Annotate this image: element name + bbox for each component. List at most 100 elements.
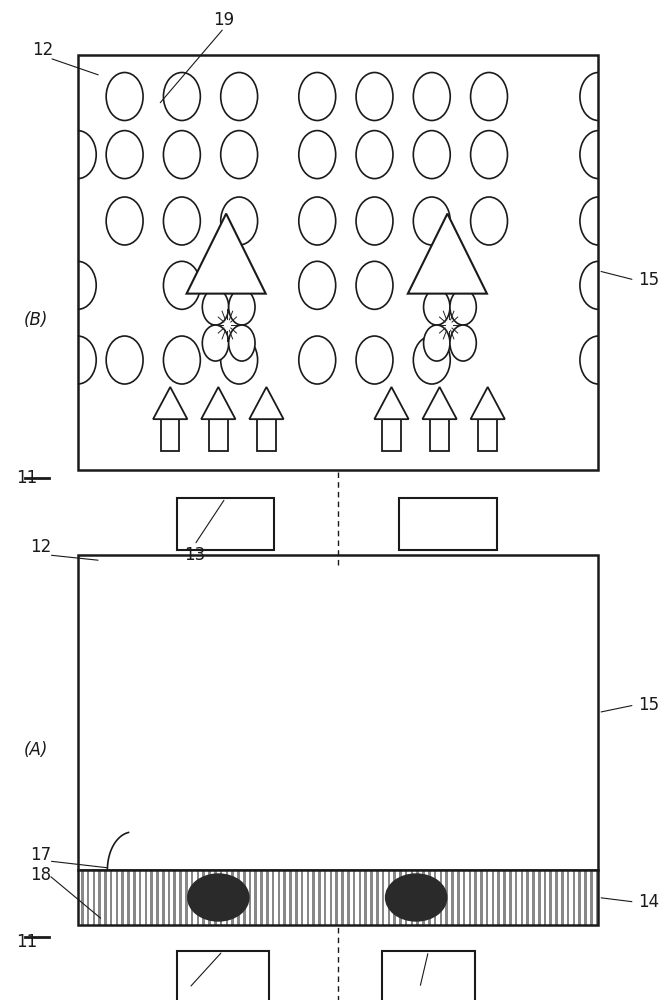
- Ellipse shape: [221, 336, 258, 384]
- Ellipse shape: [424, 325, 450, 361]
- Polygon shape: [186, 214, 266, 294]
- Ellipse shape: [471, 197, 507, 245]
- Bar: [459, 870, 463, 925]
- Ellipse shape: [413, 197, 450, 245]
- Polygon shape: [201, 387, 235, 419]
- Bar: [78, 55, 598, 470]
- Bar: [396, 870, 399, 925]
- Ellipse shape: [299, 131, 335, 179]
- Polygon shape: [422, 387, 457, 419]
- Bar: [373, 870, 376, 925]
- Ellipse shape: [356, 197, 393, 245]
- Bar: [575, 870, 579, 925]
- Bar: [436, 870, 440, 925]
- Bar: [350, 870, 353, 925]
- Bar: [188, 870, 191, 925]
- Bar: [534, 870, 538, 925]
- Bar: [558, 870, 561, 925]
- Ellipse shape: [299, 261, 335, 309]
- Bar: [280, 870, 283, 925]
- Bar: [177, 951, 269, 1000]
- Ellipse shape: [450, 325, 476, 361]
- Bar: [425, 870, 428, 925]
- Bar: [78, 555, 598, 870]
- Bar: [269, 870, 272, 925]
- Bar: [309, 870, 312, 925]
- Bar: [540, 870, 544, 925]
- Ellipse shape: [163, 197, 200, 245]
- Bar: [399, 498, 497, 550]
- Ellipse shape: [106, 73, 143, 120]
- Ellipse shape: [187, 873, 250, 922]
- Ellipse shape: [471, 73, 507, 120]
- Bar: [142, 870, 144, 925]
- Ellipse shape: [163, 336, 200, 384]
- Ellipse shape: [356, 261, 393, 309]
- Ellipse shape: [221, 197, 258, 245]
- Bar: [546, 870, 550, 925]
- Bar: [124, 870, 127, 925]
- Polygon shape: [374, 387, 409, 419]
- Polygon shape: [249, 387, 283, 419]
- Polygon shape: [153, 387, 187, 419]
- Ellipse shape: [221, 131, 258, 179]
- Ellipse shape: [229, 289, 255, 325]
- Ellipse shape: [299, 197, 335, 245]
- Bar: [355, 870, 358, 925]
- Ellipse shape: [106, 336, 143, 384]
- Bar: [228, 870, 231, 925]
- Bar: [529, 870, 532, 925]
- Bar: [413, 870, 416, 925]
- Bar: [465, 870, 469, 925]
- Bar: [222, 870, 225, 925]
- Ellipse shape: [229, 325, 255, 361]
- Bar: [170, 870, 173, 925]
- Bar: [286, 870, 289, 925]
- Bar: [344, 870, 347, 925]
- Bar: [274, 870, 277, 925]
- Bar: [442, 870, 445, 925]
- Bar: [552, 870, 556, 925]
- Bar: [303, 870, 306, 925]
- Bar: [113, 870, 115, 925]
- Text: 11: 11: [16, 933, 37, 951]
- Bar: [321, 870, 324, 925]
- Bar: [361, 870, 364, 925]
- Ellipse shape: [163, 73, 200, 120]
- Bar: [84, 870, 87, 925]
- Bar: [382, 951, 474, 1000]
- Bar: [209, 419, 227, 451]
- Bar: [448, 870, 451, 925]
- Bar: [563, 870, 567, 925]
- Bar: [494, 870, 498, 925]
- Ellipse shape: [202, 325, 229, 361]
- Ellipse shape: [424, 289, 450, 325]
- Bar: [488, 870, 492, 925]
- Bar: [101, 870, 104, 925]
- Bar: [382, 419, 401, 451]
- Bar: [430, 870, 434, 925]
- Bar: [506, 870, 509, 925]
- Bar: [482, 870, 486, 925]
- Bar: [118, 870, 121, 925]
- Bar: [430, 419, 449, 451]
- Ellipse shape: [221, 73, 258, 120]
- Bar: [194, 870, 196, 925]
- Bar: [182, 870, 185, 925]
- Ellipse shape: [356, 73, 393, 120]
- Bar: [176, 870, 179, 925]
- Bar: [159, 870, 162, 925]
- Ellipse shape: [356, 131, 393, 179]
- Text: 14: 14: [638, 893, 659, 911]
- Bar: [332, 870, 335, 925]
- Bar: [199, 870, 202, 925]
- Text: 12: 12: [30, 538, 51, 556]
- Bar: [78, 870, 598, 925]
- Ellipse shape: [356, 336, 393, 384]
- Bar: [257, 870, 260, 925]
- Bar: [136, 870, 139, 925]
- Bar: [471, 870, 474, 925]
- Bar: [326, 870, 330, 925]
- Bar: [292, 870, 295, 925]
- Bar: [251, 870, 254, 925]
